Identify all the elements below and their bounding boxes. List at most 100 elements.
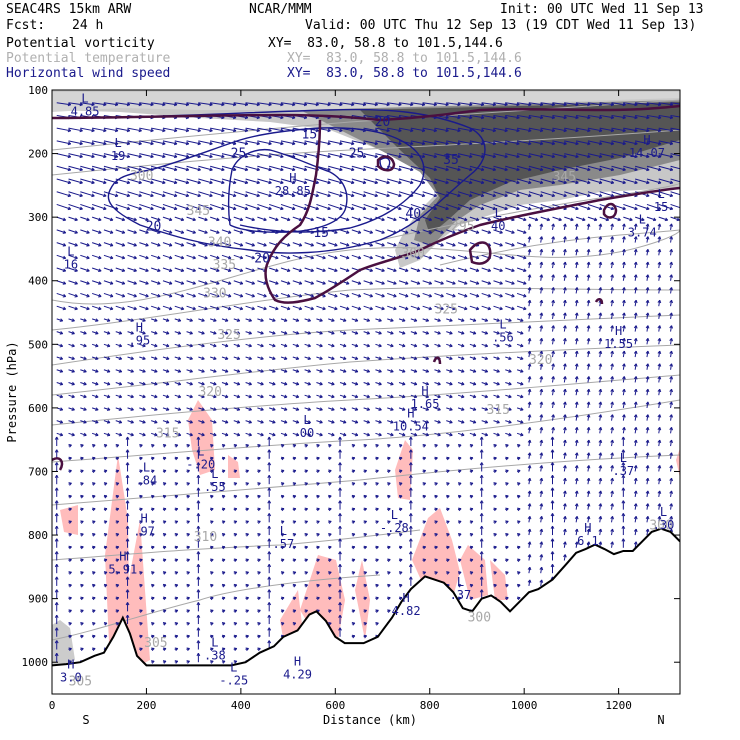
wind-vector-366 — [623, 178, 638, 185]
wind-vector-824 — [398, 292, 409, 298]
extremum-letter: H — [119, 549, 126, 563]
wind-vector-539 — [162, 229, 173, 234]
wind-vector-1387 — [162, 432, 170, 437]
x-tick-label-5: 1000 — [511, 699, 538, 712]
wind-vector-1328 — [91, 420, 99, 424]
wind-vector-646 — [174, 254, 185, 260]
wind-vector-1090 — [410, 356, 418, 361]
wind-vector-708 — [280, 267, 291, 273]
wind-vector-1360 — [469, 420, 477, 424]
wind-vector-1091 — [422, 356, 430, 361]
wind-vector-414 — [564, 191, 579, 198]
wind-vector-1384 — [127, 432, 134, 437]
wind-vector-1038 — [422, 343, 430, 348]
wind-vector-136 — [410, 127, 426, 133]
wind-vector-986 — [434, 331, 441, 335]
wind-vector-1242 — [328, 394, 335, 399]
pv-shading-2 — [125, 520, 150, 668]
wind-vector-283 — [269, 165, 284, 172]
wind-vector-930 — [398, 318, 406, 322]
wind-vector-434 — [174, 203, 190, 211]
wind-vector-788 — [598, 274, 603, 281]
wind-vector-576 — [598, 223, 603, 230]
theta-label-14: 300 — [468, 611, 491, 626]
wind-vector-959 — [115, 331, 123, 335]
wind-vector-332 — [221, 178, 237, 185]
wind-vector-327 — [162, 178, 178, 185]
wind-vector-913 — [198, 318, 205, 322]
wind-vector-707 — [269, 267, 279, 273]
wind-vector-1122 — [162, 369, 170, 373]
wind-vector-609 — [363, 242, 374, 247]
wind-vector-1282 — [174, 407, 182, 411]
wind-vector-220 — [151, 153, 166, 159]
wind-vector-997 — [563, 325, 567, 332]
wind-vector-807 — [198, 292, 208, 298]
wind-vector-622 — [516, 242, 527, 247]
wind-vector-1213 — [610, 376, 614, 383]
pv-shading-lower-left — [52, 620, 75, 670]
wind-vector-475 — [658, 203, 674, 211]
theta-label-13: 300 — [130, 169, 153, 184]
wind-vector-139 — [446, 127, 461, 133]
wind-vector-1285 — [210, 407, 217, 411]
wind-vector-607 — [339, 242, 350, 247]
wind-vector-565 — [469, 229, 480, 234]
theta-label-9: 315 — [486, 403, 509, 418]
wind-vector-1174 — [150, 381, 158, 386]
wind-vector-176 — [257, 140, 272, 146]
wind-vector-1083 — [328, 356, 335, 361]
wind-vector-909 — [150, 318, 158, 322]
wind-vector-812 — [257, 292, 267, 298]
wind-vector-311 — [599, 165, 615, 172]
wind-vector-1315 — [563, 401, 567, 408]
wind-vector-633 — [645, 236, 650, 243]
extremum-value: 3.74 — [628, 226, 657, 240]
wind-vector-1194 — [387, 381, 394, 386]
wind-vector-367 — [635, 178, 650, 185]
wind-vector-851 — [91, 305, 102, 311]
wind-vector-287 — [316, 165, 331, 172]
wind-vector-161 — [80, 140, 95, 146]
wind-vector-1203 — [493, 381, 500, 386]
wind-vector-144 — [505, 127, 520, 133]
wind-vector-1003 — [633, 325, 638, 332]
wind-vector-1008 — [68, 343, 75, 348]
wind-vector-300 — [469, 165, 485, 172]
wind-vector-284 — [280, 165, 296, 172]
wind-vector-503 — [363, 216, 374, 222]
wind-vector-324 — [127, 178, 142, 185]
wind-vector-1290 — [269, 407, 276, 411]
init-time: Init: 00 UTC Wed 11 Sep 13 — [500, 2, 704, 17]
wind-vector-1126 — [210, 369, 217, 373]
wind-vector-1264 — [586, 388, 591, 396]
wind-vector-453 — [398, 203, 414, 211]
wind-vector-995 — [539, 325, 544, 332]
wind-vector-1227 — [150, 394, 158, 399]
wind-vector-447 — [328, 203, 343, 211]
wind-vector-641 — [115, 254, 126, 260]
wind-vector-1376 — [657, 414, 662, 421]
wind-vector-1250 — [422, 394, 430, 399]
wind-vector-1016 — [162, 343, 170, 348]
wind-vector-981 — [375, 331, 382, 335]
wind-vector-365 — [611, 178, 626, 185]
wind-vector-1319 — [610, 401, 614, 408]
y-tick-label-8: 900 — [28, 593, 48, 606]
wind-vector-1120 — [139, 369, 146, 373]
wind-vector-835 — [527, 287, 532, 294]
wind-vector-1287 — [233, 407, 241, 411]
wind-vector-385 — [221, 191, 237, 198]
wind-vector-383 — [198, 191, 213, 198]
wind-vector-777 — [469, 280, 480, 285]
wind-vector-669 — [446, 254, 456, 260]
theta-label-7: 320 — [529, 353, 552, 368]
wind-vector-1186 — [292, 381, 300, 386]
wind-vector-603 — [292, 242, 303, 247]
wind-vector-116 — [174, 127, 190, 133]
wind-vector-1054 — [610, 338, 614, 345]
wind-vector-340 — [316, 178, 331, 185]
wind-vector-195 — [481, 140, 497, 146]
wind-vector-1266 — [610, 388, 614, 396]
wind-vector-1325 — [56, 420, 64, 424]
